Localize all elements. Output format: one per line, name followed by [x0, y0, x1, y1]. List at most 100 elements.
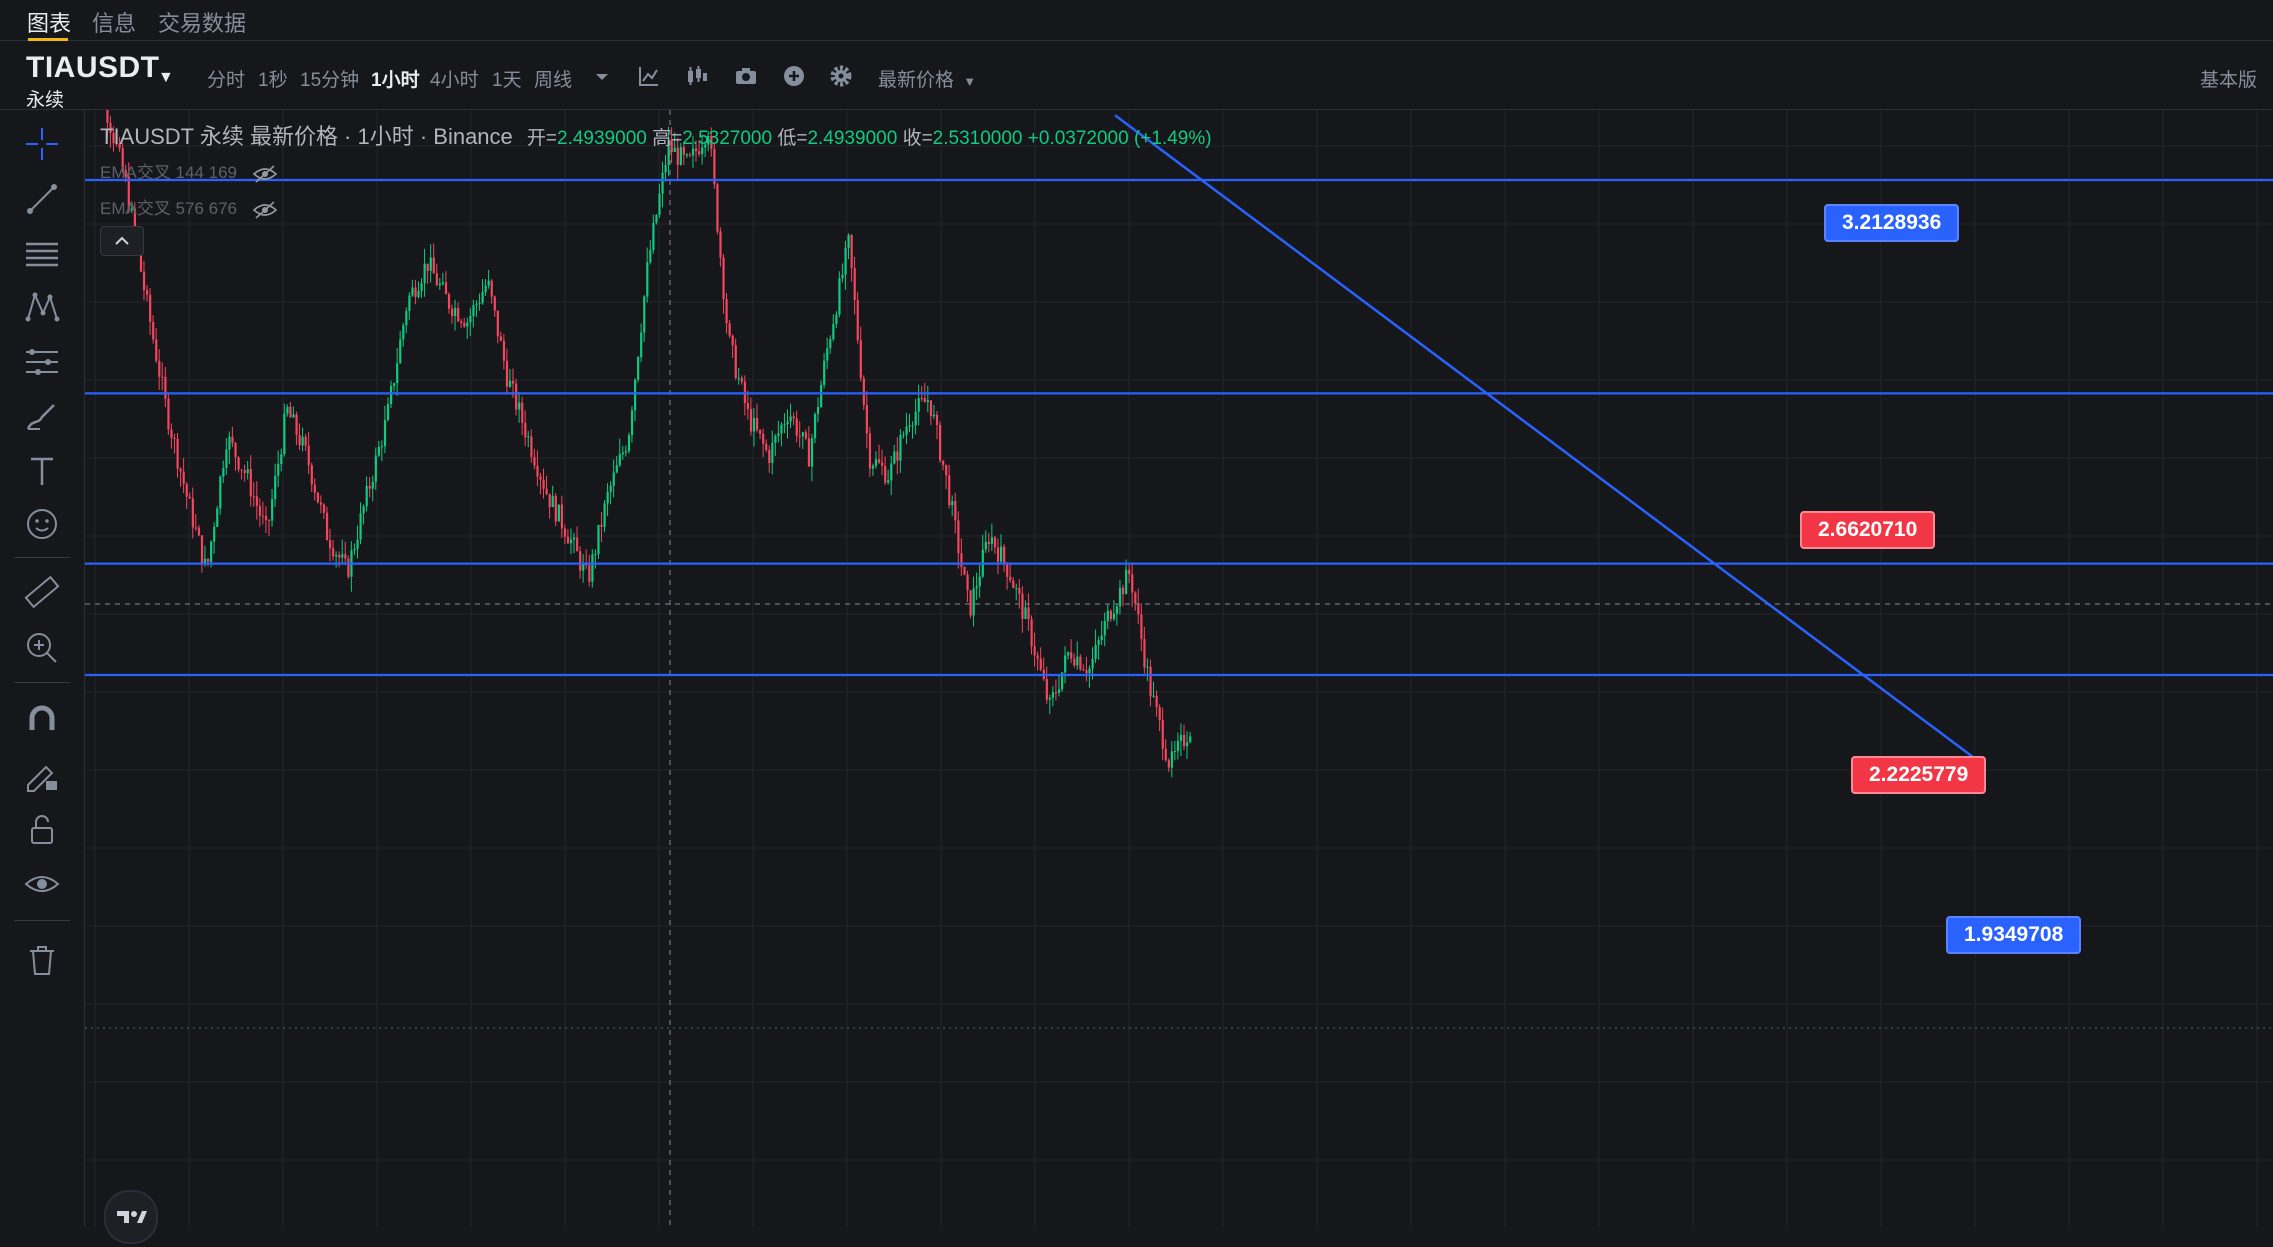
candle-body [1183, 734, 1186, 747]
candle-body [176, 438, 179, 469]
price-type-selector[interactable]: 最新价格 ▼ [878, 65, 976, 92]
candle-body [170, 429, 173, 438]
view-mode-basic[interactable]: 基本版 [2199, 70, 2257, 91]
ema-indicator-2[interactable]: EMA交叉 576 676 [100, 194, 278, 220]
price-label-2-2225779[interactable]: 2.2225779 [1851, 756, 1987, 794]
interval-week[interactable]: 周线 [534, 70, 573, 91]
candle-body [493, 296, 496, 311]
magnet-icon[interactable] [22, 700, 62, 740]
candle-body [655, 215, 658, 223]
hidden-eye-icon[interactable] [252, 164, 278, 184]
lock-icon[interactable] [22, 810, 62, 850]
candle-body [1082, 669, 1085, 671]
brush-icon[interactable] [22, 397, 62, 437]
candle-body [990, 537, 994, 544]
emoji-icon[interactable] [22, 504, 62, 544]
trash-icon[interactable] [22, 940, 62, 980]
candles [85, 60, 1192, 778]
candle-body [1128, 569, 1131, 575]
candle-body [878, 459, 881, 463]
trendline-icon[interactable] [22, 179, 62, 219]
add-icon[interactable] [781, 63, 807, 89]
candle-body [490, 280, 493, 297]
pattern-icon[interactable] [22, 287, 62, 327]
candle-body [993, 537, 997, 548]
interval-4h[interactable]: 4小时 [430, 70, 479, 91]
interval-15m[interactable]: 15分钟 [300, 70, 360, 91]
candle-body [1024, 607, 1027, 619]
chart-legend: TIAUSDT 永续 最新价格 · 1小时 · Binance 开=2.4939… [100, 119, 1212, 151]
candle-body [264, 516, 268, 521]
candle-body [792, 416, 795, 419]
candle-body [1073, 658, 1076, 666]
interval-more-icon[interactable] [589, 63, 615, 89]
interval-1s[interactable]: 1秒 [258, 70, 288, 91]
crosshair-icon[interactable] [22, 124, 62, 164]
candle-body [240, 469, 243, 471]
candle-body [707, 135, 710, 145]
candle-body [884, 465, 887, 483]
candle-body [216, 508, 219, 527]
candle-body [1167, 760, 1170, 768]
candle-body [1155, 695, 1158, 707]
candle-body [566, 536, 570, 544]
ruler-icon[interactable] [22, 572, 62, 612]
candle-body [1006, 562, 1009, 578]
contract-type: 永续 [26, 90, 65, 111]
candle-body [996, 547, 1000, 562]
price-chart[interactable] [85, 60, 2273, 1227]
camera-icon[interactable] [733, 63, 759, 89]
candle-body [765, 443, 768, 450]
candle-body [826, 348, 829, 361]
projection-icon[interactable] [22, 342, 62, 382]
candle-body [533, 456, 536, 466]
candle-body [292, 414, 295, 418]
candle-body [829, 339, 832, 349]
interval-1d[interactable]: 1天 [492, 70, 522, 91]
candle-body [649, 249, 652, 263]
candle-body [109, 122, 112, 134]
candle-type-icon[interactable] [684, 63, 710, 89]
visibility-icon[interactable] [22, 864, 62, 904]
price-label-1-9349708[interactable]: 1.9349708 [1946, 916, 2082, 954]
candle-body [332, 548, 335, 557]
text-icon[interactable] [22, 451, 62, 491]
candle-body [609, 485, 612, 492]
candle-body [939, 424, 942, 461]
candle-body [856, 300, 859, 341]
candle-body [115, 143, 118, 145]
sidebar-divider [14, 920, 70, 921]
ema-indicator-1[interactable]: EMA交叉 144 169 [100, 158, 278, 184]
candle-body [319, 502, 323, 505]
symbol-name[interactable]: TIAUSDT [26, 51, 160, 84]
indicator-icon[interactable] [636, 63, 662, 89]
candle-body [1106, 610, 1109, 622]
lock-drawing-icon[interactable] [22, 755, 62, 795]
ema-label-2: EMA交叉 576 676 [100, 199, 238, 218]
price-label-3-2128936[interactable]: 3.2128936 [1824, 204, 1960, 242]
chart-canvas[interactable] [85, 60, 2273, 1227]
candle-body [362, 506, 365, 514]
legend-collapse-button[interactable] [100, 226, 144, 256]
interval-1h[interactable]: 1小时 [371, 70, 420, 91]
candle-body [325, 512, 329, 541]
tab-trading-data[interactable]: 交易数据 [158, 11, 247, 36]
candle-body [673, 147, 676, 152]
settings-icon[interactable] [828, 63, 854, 89]
interval-time[interactable]: 分时 [207, 70, 246, 91]
candle-body [451, 308, 454, 316]
symbol-dropdown-icon[interactable]: ▼ [158, 69, 174, 86]
tradingview-logo[interactable] [104, 1190, 158, 1244]
candle-body [322, 504, 326, 513]
trendline[interactable] [1114, 114, 1986, 768]
candle-body [634, 379, 637, 411]
fib-lines-icon[interactable] [22, 234, 62, 274]
zoom-in-icon[interactable] [22, 628, 62, 668]
candle-body [963, 566, 966, 575]
candle-body [588, 565, 591, 582]
hidden-eye-icon[interactable] [252, 200, 278, 220]
tab-chart[interactable]: 图表 [27, 11, 72, 36]
candle-body [789, 416, 792, 422]
tab-info[interactable]: 信息 [92, 11, 137, 36]
price-label-2-6620710[interactable]: 2.6620710 [1800, 511, 1936, 549]
